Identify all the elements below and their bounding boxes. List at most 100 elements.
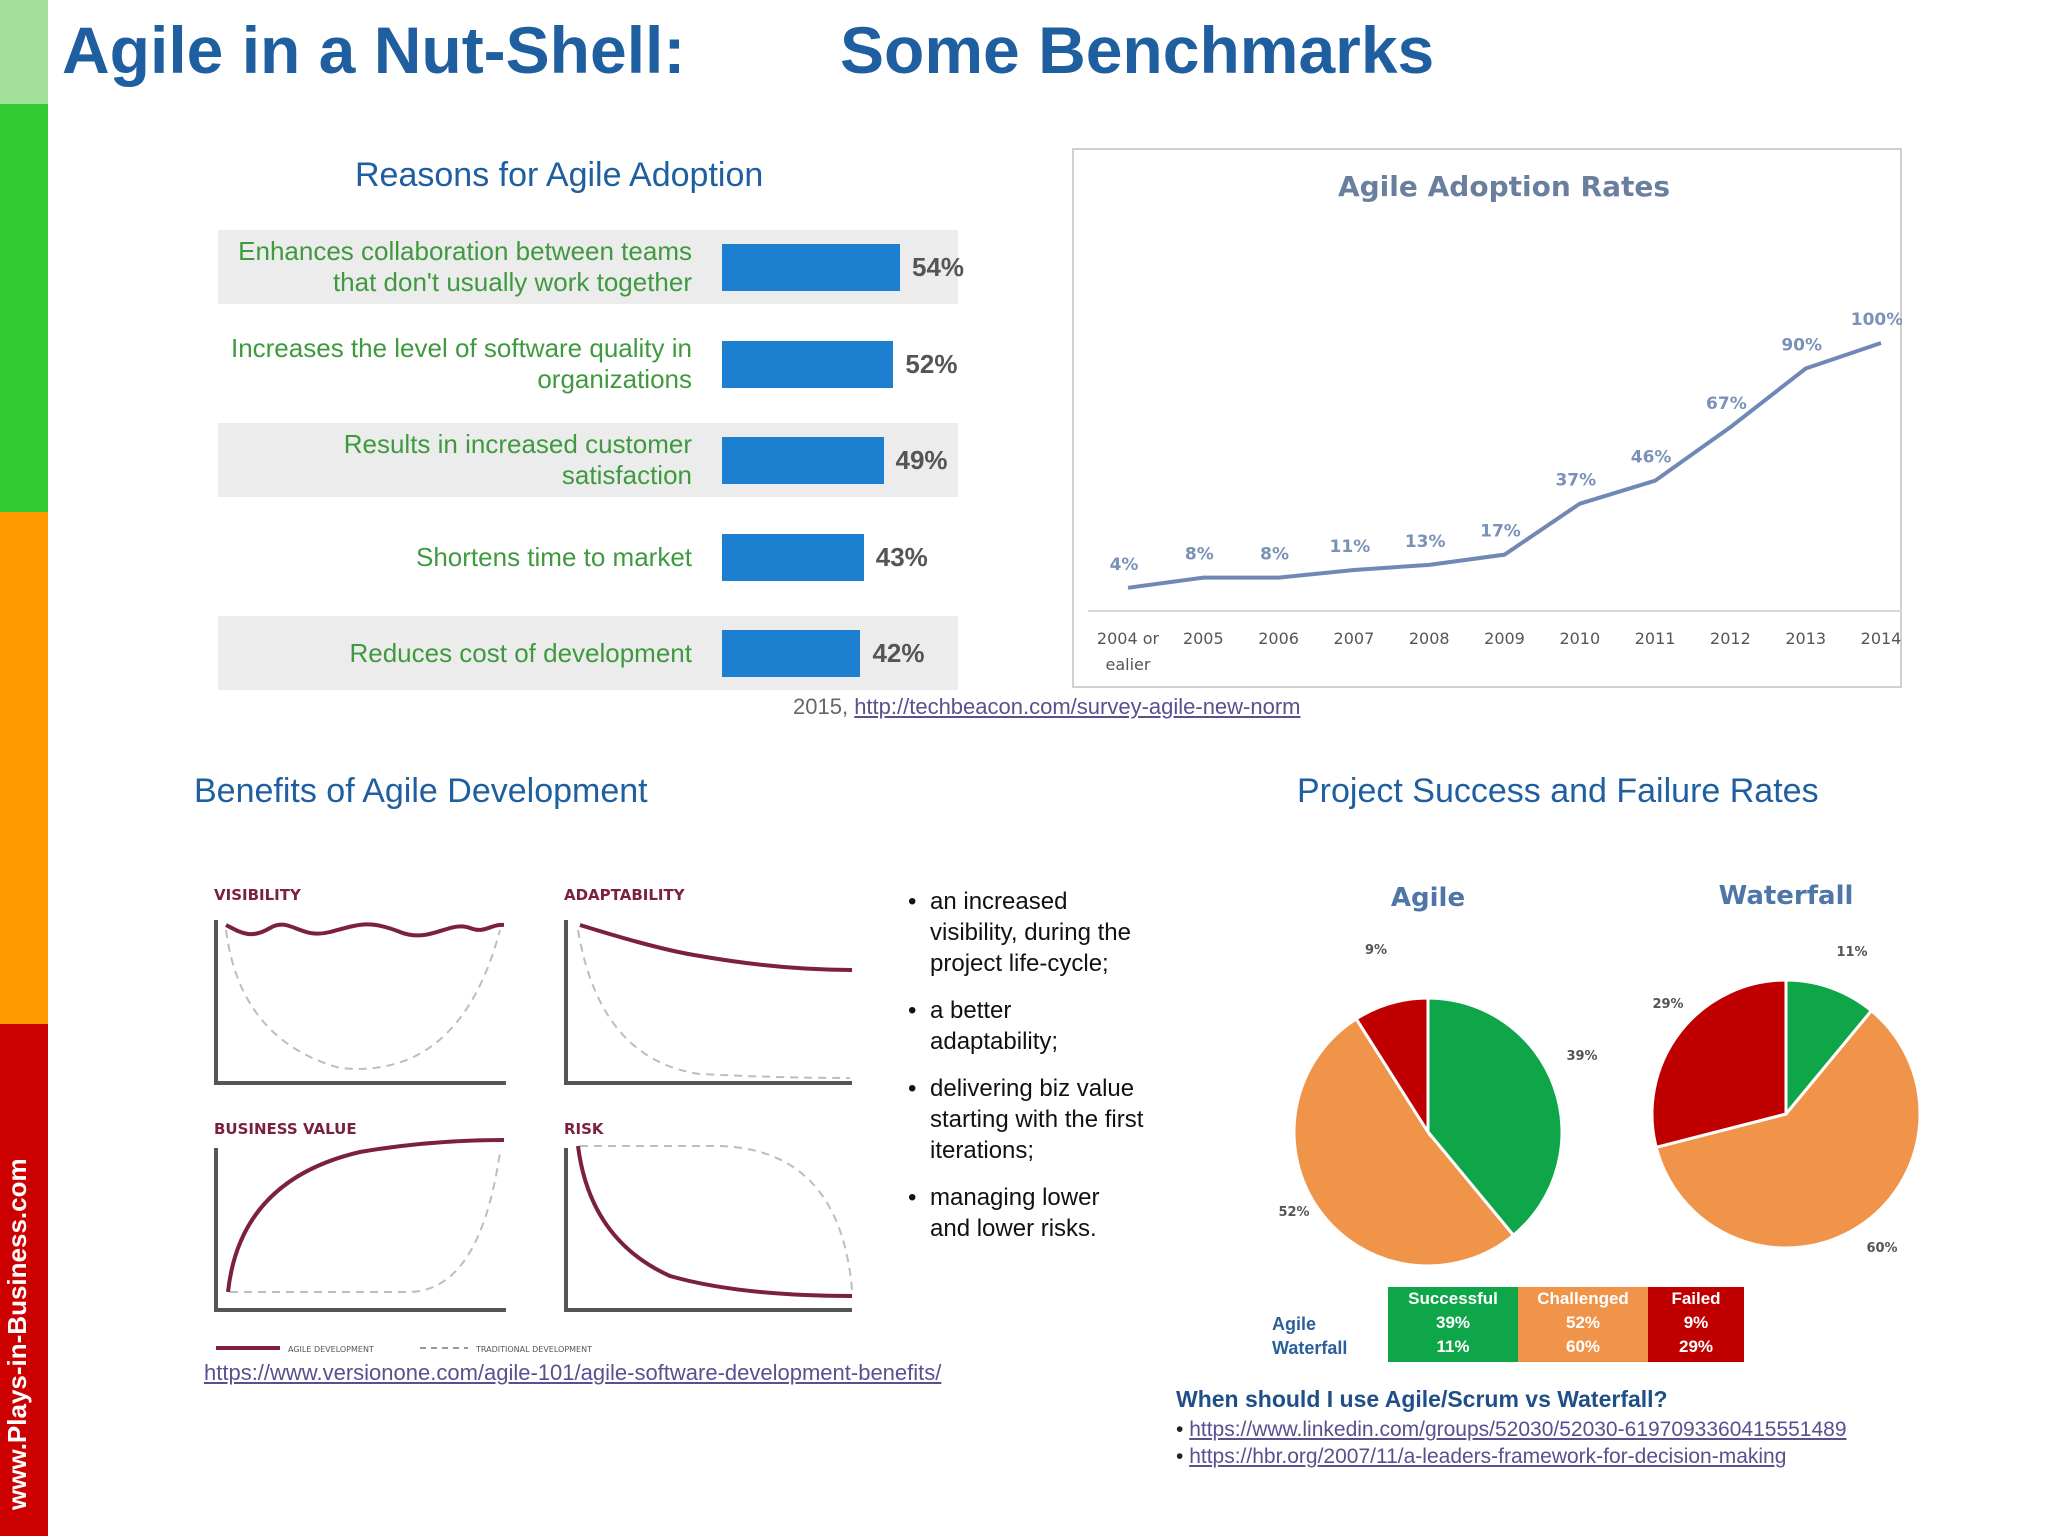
adaptability-traditional-line — [577, 929, 851, 1079]
reason-label: Results in increased customer satisfacti… — [343, 429, 692, 490]
panel-title: ADAPTABILITY — [564, 886, 686, 904]
adoption-rates-chart: Agile Adoption Rates 4% 2004 or ealier 8% 20… — [1072, 148, 1902, 688]
col-header: Failed — [1671, 1289, 1721, 1308]
linkedin-link[interactable]: https://www.linkedin.com/groups/52030/52… — [1189, 1418, 1847, 1441]
cell-waterfall: 60% — [1565, 1337, 1601, 1356]
pie-label: 9% — [1365, 943, 1387, 958]
x-tick-label: 2014 — [1861, 629, 1902, 648]
reason-bar — [722, 244, 900, 291]
hbr-link[interactable]: https://hbr.org/2007/11/a-leaders-framew… — [1189, 1445, 1787, 1468]
x-tick-label: 2008 — [1409, 629, 1450, 648]
adoption-series-line — [1127, 341, 1882, 590]
reasons-title: Reasons for Agile Adoption — [355, 156, 764, 194]
success-table-rowlabels: Agile Waterfall — [1272, 1312, 1347, 1360]
sidebar-band-green — [0, 104, 48, 512]
risk-agile-line — [576, 1145, 853, 1298]
pie-label: 29% — [1652, 997, 1683, 1012]
pie-title: Agile — [1391, 883, 1465, 913]
panel-title: RISK — [564, 1120, 605, 1138]
col-header: Challenged — [1537, 1289, 1629, 1308]
data-label: 90% — [1781, 336, 1822, 356]
reason-value: 42% — [872, 637, 925, 668]
x-tick-label: 2009 — [1484, 629, 1525, 648]
pie-slice — [1292, 1016, 1516, 1268]
data-label: 8% — [1260, 545, 1289, 565]
adoption-chart-title: Agile Adoption Rates — [1338, 170, 1670, 203]
benefits-bullet-list: an increased visibility, during the proj… — [906, 886, 1146, 1260]
reason-label: Shortens time to market — [416, 541, 692, 572]
success-pies: Agile 39% 52% 9% Waterfall 11% 60% 29% — [1278, 881, 1922, 1268]
legend-agile-label: AGILE DEVELOPMENT — [288, 1345, 374, 1354]
pie-label: 39% — [1566, 1049, 1597, 1064]
x-tick-label: 2012 — [1710, 629, 1751, 648]
panel-title: BUSINESS VALUE — [214, 1120, 357, 1138]
pie-label: 60% — [1866, 1241, 1897, 1256]
adaptability-agile-line — [579, 923, 853, 972]
reason-value: 52% — [905, 348, 958, 379]
pie-label: 11% — [1836, 945, 1867, 960]
reasons-source: 2015, http://techbeacon.com/survey-agile… — [793, 694, 1301, 720]
reason-bar — [722, 534, 864, 581]
reason-value: 54% — [912, 251, 965, 282]
data-label: 13% — [1405, 532, 1446, 552]
page-title-right: Some Benchmarks — [840, 13, 1435, 87]
data-label: 67% — [1706, 394, 1747, 414]
reason-row: Enhances collaboration between teams tha… — [218, 230, 964, 304]
data-label: 4% — [1110, 555, 1139, 575]
pie-slice — [1354, 996, 1430, 1138]
data-label: 46% — [1631, 448, 1672, 468]
reason-bar — [722, 630, 861, 677]
data-label: 8% — [1185, 545, 1214, 565]
pie-slice — [1426, 996, 1564, 1238]
visibility-traditional-line — [225, 929, 501, 1070]
data-label: 17% — [1480, 522, 1521, 542]
benefits-source: https://www.versionone.com/agile-101/agi… — [204, 1360, 941, 1386]
pie-slice — [1654, 1008, 1922, 1250]
reason-value: 43% — [875, 541, 928, 572]
x-tick-label: 2013 — [1785, 629, 1826, 648]
x-tick-label: 2006 — [1258, 629, 1299, 648]
benefits-source-link[interactable]: https://www.versionone.com/agile-101/agi… — [204, 1360, 942, 1385]
reason-row: Shortens time to market 43% — [218, 520, 958, 594]
page-title-left: Agile in a Nut-Shell: — [62, 13, 686, 87]
panel-axes — [214, 920, 506, 1085]
cell-waterfall: 11% — [1436, 1337, 1470, 1356]
cell-agile: 9% — [1683, 1313, 1709, 1332]
bullet-item: managing lower and lower risks. — [906, 1182, 1146, 1244]
reason-label: Increases the level of software quality … — [230, 333, 692, 394]
cell-agile: 39% — [1435, 1313, 1471, 1332]
sidebar-url[interactable]: www.Plays-in-Business.com — [2, 1158, 32, 1510]
bullet-item: delivering biz value starting with the f… — [906, 1073, 1146, 1166]
panel-axes — [564, 920, 852, 1085]
table-col-successful: Successful 39% 11% — [1388, 1287, 1518, 1362]
row-label-waterfall: Waterfall — [1272, 1338, 1348, 1358]
x-tick-label: 2004 or — [1097, 629, 1160, 648]
x-tick-label: 2007 — [1334, 629, 1375, 648]
chart-frame — [1072, 148, 1902, 688]
bullet-item: a better adaptability; — [906, 995, 1146, 1057]
table-col-failed: Failed 9% 29% — [1648, 1287, 1744, 1362]
sidebar-band-red — [0, 1024, 48, 1536]
cell-agile: 52% — [1565, 1313, 1601, 1332]
x-tick-label: 2005 — [1183, 629, 1224, 648]
reason-value: 49% — [895, 444, 948, 475]
pie-title: Waterfall — [1719, 881, 1854, 911]
source-year: 2015, — [793, 694, 849, 719]
source-link[interactable]: http://techbeacon.com/survey-agile-new-n… — [854, 694, 1301, 719]
visibility-agile-line — [225, 922, 505, 938]
panel-title: VISIBILITY — [214, 886, 302, 904]
risk-traditional-line — [580, 1145, 853, 1291]
data-label: 37% — [1555, 471, 1596, 491]
x-tick-label: 2010 — [1559, 629, 1600, 648]
data-label: 11% — [1330, 537, 1371, 557]
cell-waterfall: 29% — [1678, 1337, 1714, 1356]
pie-label: 52% — [1278, 1205, 1309, 1220]
panel-axes — [214, 1148, 506, 1312]
reason-bar — [722, 437, 884, 484]
reason-label: Reduces cost of development — [349, 637, 692, 668]
x-tick-label: 2011 — [1635, 629, 1676, 648]
bullet-item: an increased visibility, during the proj… — [906, 886, 1146, 979]
sidebar-band-lightgreen — [0, 0, 48, 104]
benefits-title: Benefits of Agile Development — [194, 772, 648, 810]
reason-row: Increases the level of software quality … — [218, 327, 958, 401]
